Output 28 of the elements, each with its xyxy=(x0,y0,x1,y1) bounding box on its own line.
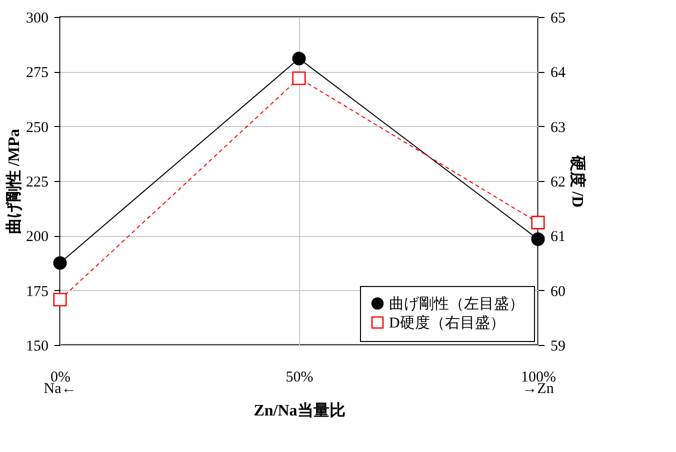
y-tick-label: 200 xyxy=(26,229,48,246)
y-tick-label: 300 xyxy=(26,10,48,26)
text: →Zn xyxy=(522,381,554,397)
y2-axis-title: 硬度 /D xyxy=(568,154,588,208)
y2-tick-label: 62 xyxy=(550,174,566,190)
y2-tick-label: 65 xyxy=(550,10,566,26)
y2-tick-label: 64 xyxy=(550,65,566,82)
point xyxy=(292,52,306,66)
y-tick-label: 275 xyxy=(26,65,48,82)
x-tick-label: 50% xyxy=(286,370,314,386)
y-tick-label: 250 xyxy=(26,120,48,136)
x-axis-title: Zn/Na当量比 xyxy=(254,402,346,420)
point xyxy=(531,216,545,230)
y-tick-label: 150 xyxy=(26,338,48,354)
y-tick-label: 175 xyxy=(26,284,48,300)
y2-tick-label: 59 xyxy=(550,338,566,354)
y-axis-title: 曲げ剛性 /MPa xyxy=(5,128,23,234)
y2-tick-label: 61 xyxy=(550,229,566,246)
point xyxy=(53,256,67,270)
y-tick-label: 225 xyxy=(26,174,48,190)
y2-tick-label: 60 xyxy=(550,284,566,300)
legend-label: 曲げ剛性（左目盛） xyxy=(389,296,524,312)
text: Na← xyxy=(44,381,76,397)
y2-tick-label: 63 xyxy=(550,120,566,136)
point xyxy=(531,232,545,246)
legend-label: D硬度（右目盛） xyxy=(389,314,505,332)
point xyxy=(53,292,67,306)
point xyxy=(292,71,306,85)
